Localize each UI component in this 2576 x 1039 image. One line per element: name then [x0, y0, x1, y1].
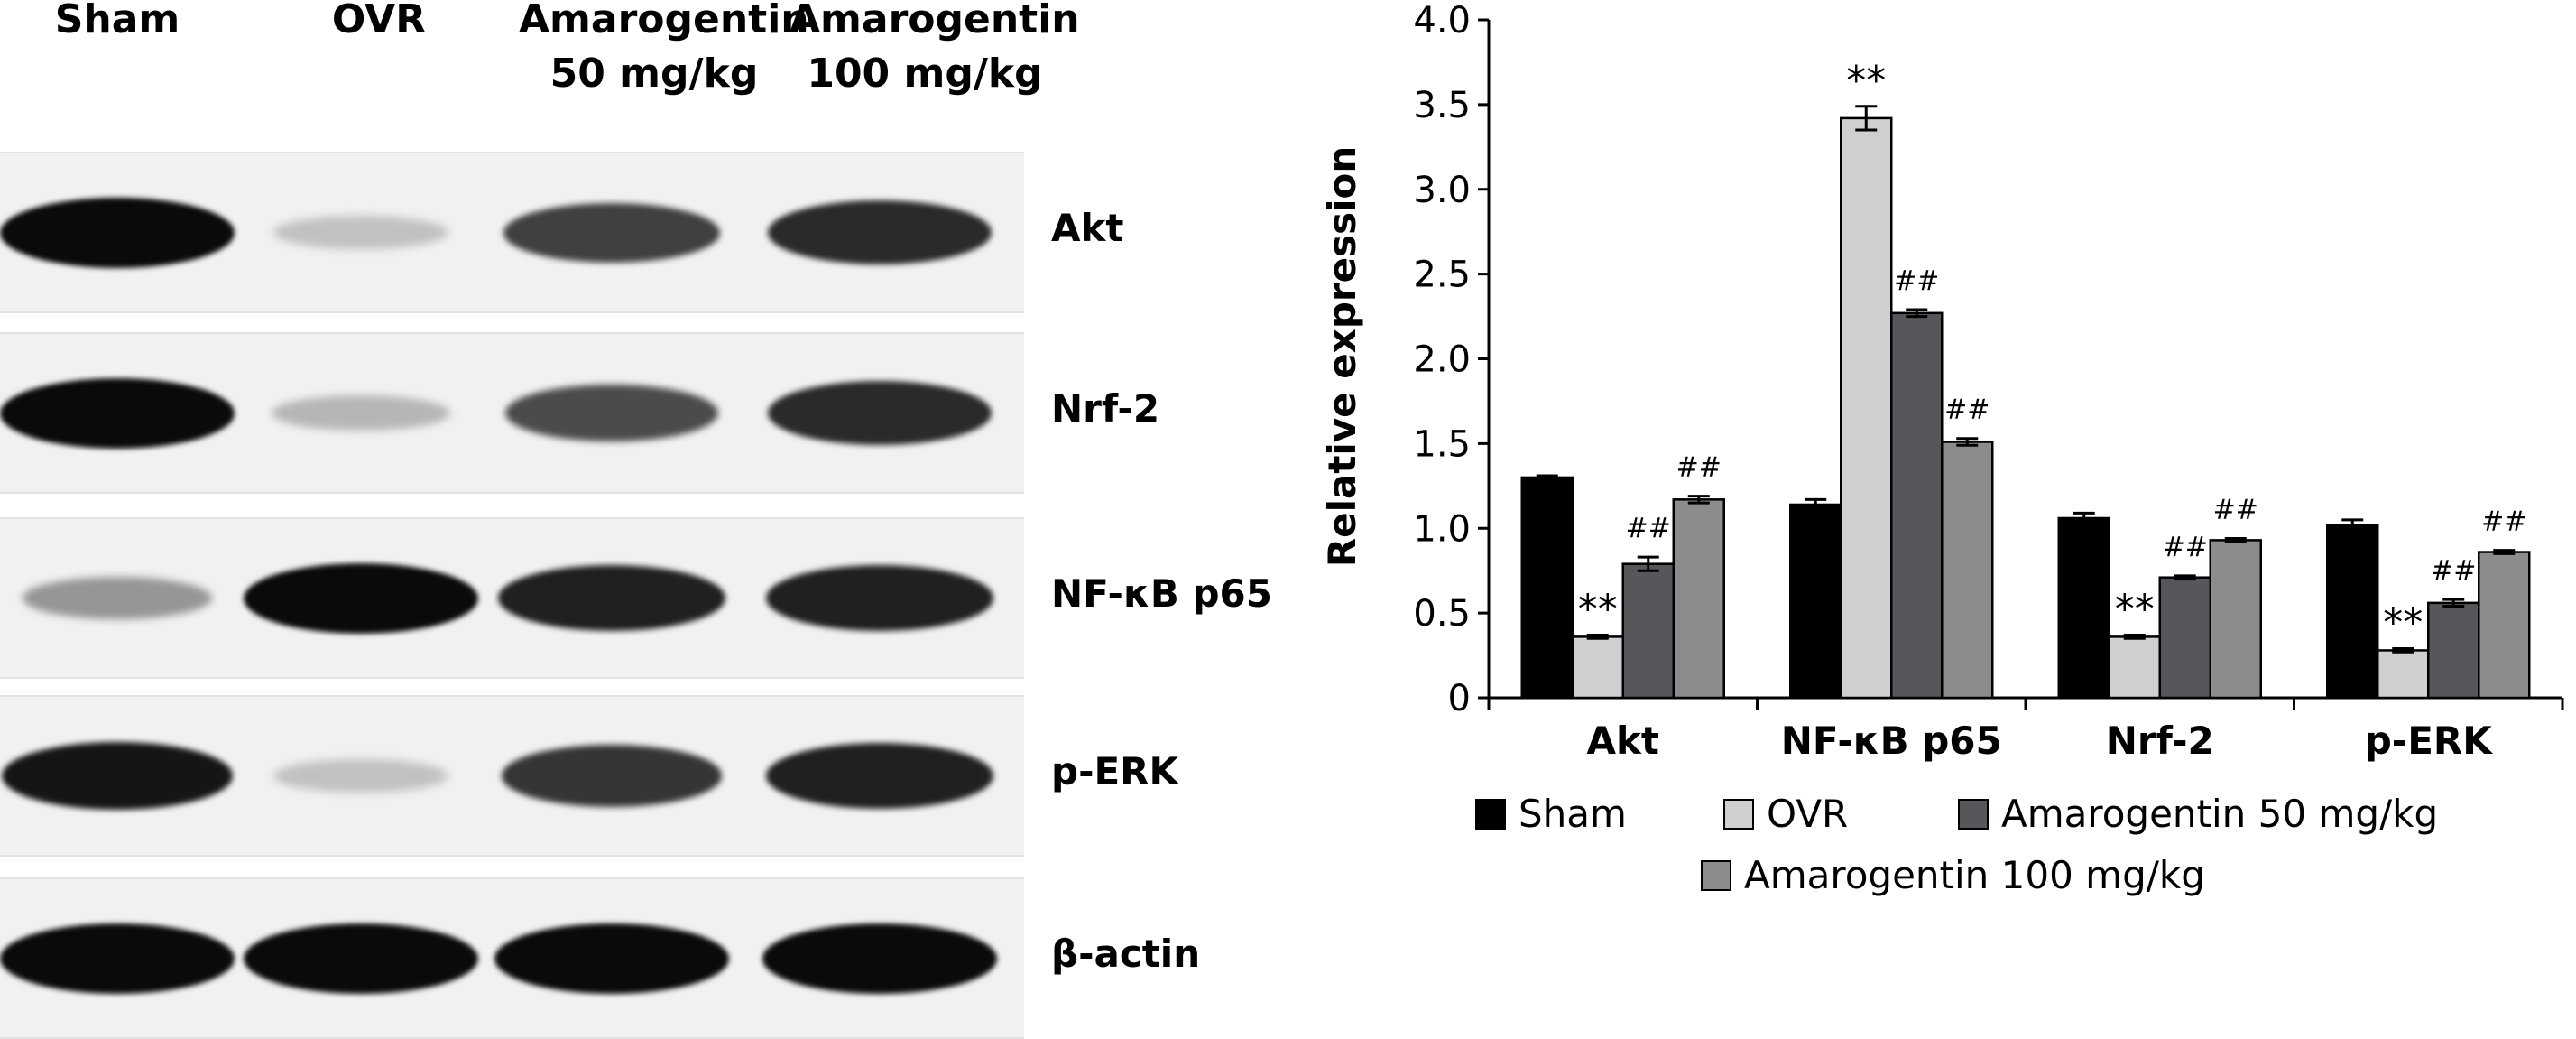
bar	[2158, 576, 2211, 700]
bar	[1941, 441, 1994, 700]
blot-band	[494, 923, 729, 994]
legend-swatch	[1475, 798, 1506, 830]
legend-swatch	[1723, 798, 1754, 830]
lane-label-amarogentin-50-line2: 50 mg/kg	[549, 51, 759, 97]
blot-band	[272, 394, 450, 431]
blot-band	[497, 564, 726, 632]
significance-mark: ##	[1944, 394, 1990, 426]
blot-strip	[0, 695, 1024, 857]
bar	[2326, 524, 2379, 700]
y-tick-label: 3.0	[1413, 170, 1471, 211]
bar	[1672, 498, 1725, 700]
bar	[2427, 601, 2480, 700]
blot-band	[0, 197, 235, 268]
blot-strip	[0, 877, 1024, 1039]
bar	[2478, 551, 2531, 700]
blot-band	[244, 923, 478, 994]
legend-swatch	[1958, 798, 1989, 830]
lane-label-sham-line1: Sham	[54, 0, 180, 42]
legend-item: Amarogentin 50 mg/kg	[1958, 792, 2438, 836]
blot-band	[23, 577, 212, 619]
protein-label: NF-κB p65	[1051, 571, 1272, 616]
y-tick-label: 1.0	[1413, 508, 1471, 550]
y-tick-label: 3.5	[1413, 85, 1471, 126]
significance-mark: **	[2115, 587, 2155, 633]
bar	[2108, 635, 2161, 700]
blot-band	[503, 202, 721, 263]
protein-label: Akt	[1051, 205, 1124, 250]
x-tick-label: Nrf-2	[2106, 719, 2214, 763]
bar	[1520, 476, 1574, 700]
blot-band	[762, 923, 997, 994]
bar	[1890, 311, 1944, 700]
blot-strip	[0, 517, 1024, 679]
legend-item: Amarogentin 100 mg/kg	[1701, 853, 2205, 897]
lane-label-sham: Sham	[9, 0, 226, 47]
blot-band	[273, 758, 448, 793]
legend-swatch	[1701, 859, 1731, 891]
legend-item: Sham	[1475, 792, 1627, 836]
blot-band	[765, 564, 994, 632]
significance-mark: ##	[1894, 265, 1939, 297]
legend-label: OVR	[1767, 792, 1849, 836]
western-blot-panel: Sham OVR Amarogentin 50 mg/kg Amarogenti…	[0, 0, 1281, 1039]
y-tick-label: 0	[1448, 678, 1471, 719]
y-tick-label: 4.0	[1413, 0, 1471, 42]
protein-label: Nrf-2	[1051, 385, 1160, 431]
significance-mark: **	[2383, 600, 2423, 646]
y-tick-label: 2.5	[1413, 255, 1471, 296]
bar	[2209, 539, 2262, 700]
bar	[2377, 649, 2430, 700]
blot-band	[1, 741, 234, 811]
lane-label-amarogentin-100: Amarogentin 100 mg/kg	[789, 0, 1080, 101]
bar	[1621, 562, 1675, 700]
bar	[2057, 516, 2110, 700]
blot-band	[767, 381, 993, 445]
bar	[1789, 503, 1842, 700]
y-tick-label: 2.0	[1413, 339, 1471, 381]
blot-band	[767, 200, 993, 264]
blot-band	[504, 384, 719, 442]
legend-label: Sham	[1519, 792, 1627, 836]
y-tick-label: 1.5	[1413, 423, 1471, 465]
protein-label: β-actin	[1051, 931, 1201, 976]
blot-strip	[0, 152, 1024, 313]
blot-strip	[0, 332, 1024, 494]
x-tick-label: p-ERK	[2365, 719, 2494, 763]
x-tick-label: NF-κB p65	[1781, 719, 2002, 763]
blot-band	[501, 745, 723, 807]
significance-mark: ##	[1626, 513, 1671, 544]
lane-label-ovr-line1: OVR	[331, 0, 427, 42]
significance-mark: **	[1578, 587, 1618, 633]
bar	[1571, 635, 1624, 700]
lane-label-ovr: OVR	[280, 0, 478, 47]
significance-mark: ##	[1676, 452, 1722, 484]
legend-label: Amarogentin 50 mg/kg	[2001, 792, 2439, 836]
blot-band	[765, 742, 994, 810]
blot-band	[0, 377, 235, 449]
blot-band	[273, 215, 448, 250]
legend-item: OVR	[1723, 792, 1848, 836]
significance-mark: ##	[2481, 506, 2526, 538]
lane-label-amarogentin-50-line1: Amarogentin	[519, 0, 809, 42]
y-axis-label: Relative expression	[1320, 146, 1364, 568]
blot-band	[244, 562, 478, 634]
significance-mark: **	[1846, 58, 1886, 104]
significance-mark: ##	[2213, 495, 2258, 526]
y-tick-label: 0.5	[1413, 593, 1471, 635]
significance-mark: ##	[2163, 532, 2208, 563]
lane-label-amarogentin-50: Amarogentin 50 mg/kg	[519, 0, 809, 101]
significance-mark: ##	[2431, 555, 2476, 587]
blot-band	[0, 923, 235, 994]
protein-label: p-ERK	[1051, 748, 1179, 793]
x-tick-label: Akt	[1586, 719, 1659, 763]
bar-chart: 00.51.01.52.02.53.03.54.0Akt**####NF-κB …	[1320, 0, 2564, 763]
lane-label-amarogentin-100-line1: Amarogentin	[789, 0, 1080, 42]
legend-label: Amarogentin 100 mg/kg	[1744, 853, 2205, 897]
bar	[1840, 116, 1893, 700]
lane-label-amarogentin-100-line2: 100 mg/kg	[807, 51, 1043, 97]
